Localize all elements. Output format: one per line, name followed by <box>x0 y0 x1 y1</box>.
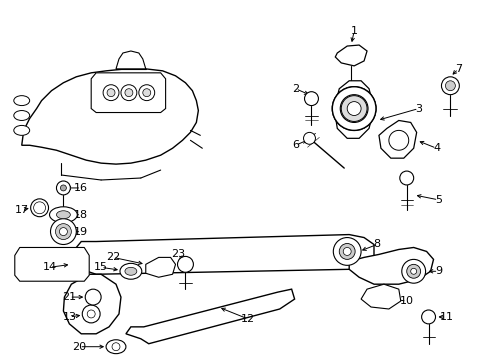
Text: 9: 9 <box>434 266 441 276</box>
Circle shape <box>60 228 67 235</box>
Polygon shape <box>360 284 400 309</box>
Ellipse shape <box>124 267 137 275</box>
Circle shape <box>304 92 318 105</box>
Circle shape <box>332 87 375 130</box>
Ellipse shape <box>120 264 142 279</box>
Ellipse shape <box>49 207 77 223</box>
Circle shape <box>31 199 48 217</box>
Text: 2: 2 <box>291 84 299 94</box>
Circle shape <box>139 85 154 100</box>
Circle shape <box>103 85 119 100</box>
Ellipse shape <box>14 125 30 135</box>
Circle shape <box>340 95 367 122</box>
Polygon shape <box>334 81 373 138</box>
Circle shape <box>34 202 45 214</box>
Text: 6: 6 <box>291 140 299 150</box>
Circle shape <box>82 305 100 323</box>
Ellipse shape <box>406 264 420 278</box>
Circle shape <box>142 89 150 96</box>
Text: 22: 22 <box>106 252 120 262</box>
Circle shape <box>332 87 375 130</box>
Circle shape <box>346 102 360 116</box>
Circle shape <box>121 85 137 100</box>
Text: 21: 21 <box>62 292 76 302</box>
Circle shape <box>441 77 458 95</box>
Circle shape <box>87 310 95 318</box>
Ellipse shape <box>339 243 354 260</box>
Ellipse shape <box>106 340 126 354</box>
Circle shape <box>107 89 115 96</box>
Ellipse shape <box>50 219 76 244</box>
Circle shape <box>388 130 408 150</box>
Circle shape <box>399 171 413 185</box>
Text: 15: 15 <box>94 262 108 272</box>
Polygon shape <box>348 247 433 284</box>
Text: 1: 1 <box>350 26 357 36</box>
Text: 10: 10 <box>399 296 413 306</box>
Polygon shape <box>91 73 165 113</box>
Circle shape <box>56 181 70 195</box>
Text: 8: 8 <box>373 239 380 249</box>
Ellipse shape <box>14 96 30 105</box>
Ellipse shape <box>56 211 70 219</box>
Polygon shape <box>126 289 294 344</box>
Circle shape <box>343 247 350 255</box>
Text: 14: 14 <box>42 262 57 272</box>
Text: 16: 16 <box>74 183 88 193</box>
Polygon shape <box>335 45 366 66</box>
Text: 18: 18 <box>74 210 88 220</box>
Polygon shape <box>378 121 416 158</box>
Text: 13: 13 <box>62 312 76 322</box>
Circle shape <box>112 343 120 351</box>
Circle shape <box>124 89 133 96</box>
Text: 20: 20 <box>72 342 86 352</box>
Text: 17: 17 <box>15 205 29 215</box>
Text: 5: 5 <box>434 195 441 205</box>
Ellipse shape <box>333 238 360 265</box>
Text: 7: 7 <box>454 64 461 74</box>
Polygon shape <box>145 257 175 277</box>
Polygon shape <box>15 247 89 281</box>
Text: 4: 4 <box>432 143 439 153</box>
Polygon shape <box>76 235 373 274</box>
Ellipse shape <box>55 224 71 239</box>
Circle shape <box>177 256 193 272</box>
Text: 3: 3 <box>414 104 421 113</box>
Circle shape <box>445 81 454 91</box>
Circle shape <box>37 205 42 211</box>
Circle shape <box>421 310 435 324</box>
Text: 19: 19 <box>74 226 88 237</box>
Circle shape <box>61 185 66 191</box>
Ellipse shape <box>14 111 30 121</box>
Circle shape <box>341 96 366 121</box>
Polygon shape <box>116 51 145 69</box>
Text: 11: 11 <box>439 312 452 322</box>
Circle shape <box>303 132 315 144</box>
Text: 12: 12 <box>241 314 255 324</box>
Polygon shape <box>21 69 198 164</box>
Circle shape <box>85 289 101 305</box>
Ellipse shape <box>401 260 425 283</box>
Polygon shape <box>63 274 121 334</box>
Circle shape <box>410 268 416 274</box>
Text: 23: 23 <box>171 249 185 260</box>
